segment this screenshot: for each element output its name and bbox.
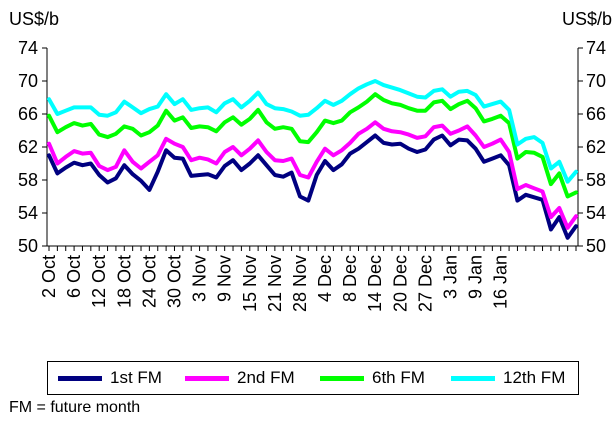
y-axis-ticks: 50 50 54 54 58 58 62 62 66 66 70 70 74 74 bbox=[18, 38, 606, 256]
x-tick-label: 18 Oct bbox=[114, 255, 134, 308]
chart-series bbox=[47, 79, 578, 240]
legend-swatch-6th-fm bbox=[320, 375, 364, 381]
x-tick-label: 3 Nov bbox=[190, 255, 210, 302]
chart-canvas: 2 Oct 6 Oct 12 Oct 18 Oct 24 Oct 30 Oct 3 Nov 9… bbox=[18, 38, 606, 312]
legend-label-2nd-fm: 2nd FM bbox=[237, 368, 295, 387]
legend-item-12th-fm: 12th FM bbox=[451, 368, 565, 388]
x-tick-label: 12 Oct bbox=[89, 255, 109, 308]
legend-item-6th-fm: 6th FM bbox=[320, 368, 425, 388]
y-tick-label-right: 70 bbox=[586, 71, 606, 91]
x-tick-label: 9 Jan bbox=[466, 255, 486, 299]
y-tick-label-right: 50 bbox=[586, 236, 606, 256]
y-tick-label-right: 62 bbox=[586, 137, 606, 157]
x-tick-label: 28 Nov bbox=[290, 255, 310, 312]
series-line-1st-fm bbox=[47, 133, 578, 240]
x-axis-ticks: 2 Oct 6 Oct 12 Oct 18 Oct 24 Oct 30 Oct 3 Nov 9… bbox=[39, 246, 577, 312]
y-tick-label-right: 66 bbox=[586, 104, 606, 124]
legend-item-2nd-fm: 2nd FM bbox=[185, 368, 295, 388]
x-tick-label: 27 Dec bbox=[415, 255, 435, 312]
x-tick-label: 2 Oct bbox=[39, 255, 59, 298]
x-tick-label: 14 Dec bbox=[365, 255, 385, 312]
x-tick-label: 30 Oct bbox=[164, 255, 184, 308]
legend-label-6th-fm: 6th FM bbox=[372, 368, 425, 387]
x-tick-label: 21 Nov bbox=[265, 255, 285, 312]
legend-swatch-1st-fm bbox=[58, 375, 102, 381]
series-line-2nd-fm bbox=[47, 120, 578, 230]
y-tick-label-left: 74 bbox=[18, 38, 38, 58]
x-tick-label: 16 Jan bbox=[491, 255, 511, 309]
legend-label-1st-fm: 1st FM bbox=[110, 368, 162, 387]
y-tick-label-right: 54 bbox=[586, 203, 606, 223]
legend-swatch-2nd-fm bbox=[185, 375, 229, 381]
y-tick-label-left: 66 bbox=[18, 104, 38, 124]
y-tick-label-left: 58 bbox=[18, 170, 38, 190]
y-tick-label-right: 74 bbox=[586, 38, 606, 58]
legend-label-12th-fm: 12th FM bbox=[503, 368, 566, 387]
legend-swatch-12th-fm bbox=[451, 375, 495, 381]
y-axis-unit-left: US$/b bbox=[9, 9, 60, 29]
x-tick-label: 15 Nov bbox=[240, 255, 260, 312]
x-tick-label: 8 Dec bbox=[340, 255, 360, 302]
y-tick-label-left: 50 bbox=[18, 236, 38, 256]
y-axis-unit-right: US$/b bbox=[561, 9, 612, 29]
x-tick-label: 4 Dec bbox=[315, 255, 335, 302]
y-tick-label-right: 58 bbox=[586, 170, 606, 190]
x-tick-label: 9 Nov bbox=[215, 255, 235, 302]
footnote: FM = future month bbox=[9, 399, 141, 416]
y-tick-label-left: 54 bbox=[18, 203, 38, 223]
x-tick-label: 3 Jan bbox=[441, 255, 461, 299]
series-line-12th-fm bbox=[47, 79, 578, 184]
chart-legend: 1st FM 2nd FM 6th FM 12th FM bbox=[47, 361, 579, 395]
x-tick-label: 24 Oct bbox=[139, 255, 159, 308]
y-tick-label-left: 70 bbox=[18, 71, 38, 91]
x-tick-label: 20 Dec bbox=[390, 255, 410, 312]
series-line-6th-fm bbox=[47, 92, 578, 199]
chart-axes bbox=[46, 48, 579, 247]
y-tick-label-left: 62 bbox=[18, 137, 38, 157]
legend-item-1st-fm: 1st FM bbox=[58, 368, 162, 388]
x-tick-label: 6 Oct bbox=[64, 255, 84, 298]
